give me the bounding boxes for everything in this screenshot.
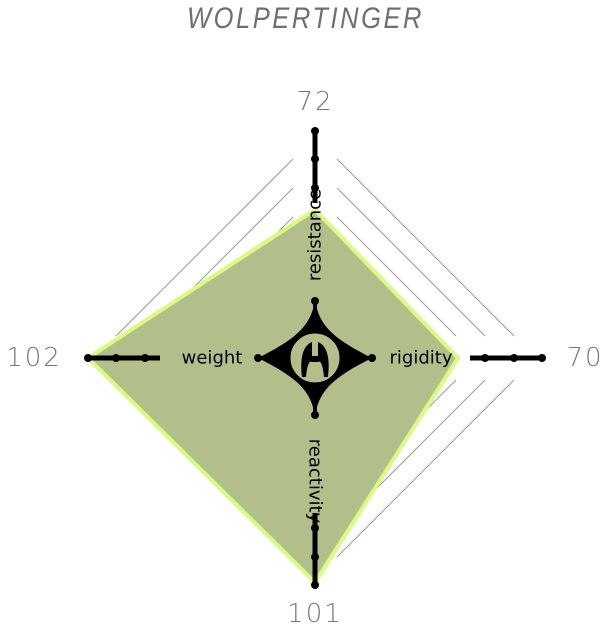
- grid-line: [115, 158, 294, 337]
- axis-label-reactivity: reactivity: [305, 439, 326, 524]
- axis-tick-dot: [311, 184, 319, 192]
- grid-line: [336, 379, 515, 558]
- axis-tick-dot: [311, 581, 319, 589]
- axis-tick-dot: [481, 354, 489, 362]
- axis-tick-dot: [141, 354, 149, 362]
- data-area: [84, 207, 461, 586]
- grid-line: [336, 216, 457, 337]
- chart-title: WOLPERTINGER: [187, 2, 424, 35]
- axis-label-resistance: resistance: [305, 189, 326, 281]
- axis-tick-dot: [84, 354, 92, 362]
- axis-tick-dot: [311, 127, 319, 135]
- wolpertinger-logo-icon: [258, 300, 372, 416]
- value-label-reactivity: 101: [287, 599, 343, 629]
- axes: [84, 127, 546, 589]
- axis-label-weight: weight: [182, 348, 243, 369]
- axis-tick-dot: [311, 155, 319, 163]
- grid-line: [336, 187, 486, 337]
- axis-tick-dot: [112, 354, 120, 362]
- value-label-weight: 102: [6, 343, 62, 373]
- axis-tick-dot: [510, 354, 518, 362]
- grid-line: [336, 158, 515, 337]
- axis-tick-dot: [311, 553, 319, 561]
- axis-tick-dot: [538, 354, 546, 362]
- axis-label-rigidity: rigidity: [390, 348, 453, 369]
- value-label-resistance: 72: [296, 87, 333, 117]
- axis-tick-dot: [311, 524, 319, 532]
- value-label-rigidity: 70: [566, 343, 603, 373]
